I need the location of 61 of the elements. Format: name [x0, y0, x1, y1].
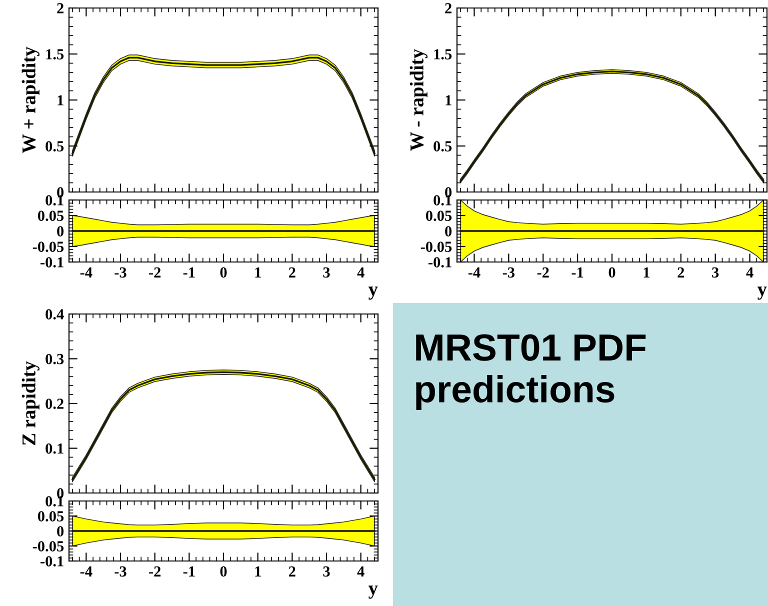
- x-tick-label: 1: [644, 267, 650, 278]
- y-tick-label: 0: [57, 226, 64, 236]
- x-tick-label: -4: [468, 267, 480, 278]
- x-tick-label: -4: [80, 267, 92, 278]
- y-tick-label: 1.5: [434, 49, 452, 60]
- x-tick-label: 2: [678, 267, 684, 278]
- y-tick-label: -0.1: [40, 556, 64, 567]
- x-tick-label: -4: [80, 566, 92, 576]
- x-tick-label: -1: [572, 267, 584, 278]
- y-tick-label: 0.05: [38, 210, 64, 222]
- y-tick-label: -0.05: [32, 242, 64, 252]
- x-tick-label: -2: [149, 267, 161, 278]
- x-tick-label: 4: [357, 566, 364, 576]
- y-tick-label: -0.05: [32, 541, 64, 552]
- x-tick-label: 0: [220, 566, 227, 577]
- y-tick-label: 2: [445, 3, 452, 14]
- x-tick-label: 0: [608, 267, 616, 278]
- y-tick-label: -0.1: [428, 257, 452, 268]
- x-tick-label: -1: [183, 566, 195, 576]
- x-tick-label: -3: [114, 566, 126, 577]
- y-tick-label: 0: [445, 226, 452, 236]
- y-tick-label: 0.1: [46, 195, 64, 206]
- x-tick-label: -1: [183, 267, 195, 278]
- x-tick-label: 2: [288, 267, 296, 278]
- y-axis-title: Z rapidity: [22, 361, 40, 445]
- x-tick-label: 2: [288, 566, 296, 576]
- x-tick-label: 4: [746, 267, 754, 278]
- y-tick-label: 0.5: [46, 141, 64, 152]
- y-axis-title: W + rapidity: [22, 46, 40, 154]
- x-tick-label: 3: [712, 267, 719, 278]
- y-tick-label: 0.05: [38, 511, 64, 522]
- x-tick-label: -2: [149, 566, 161, 576]
- y-tick-label: 0.5: [434, 141, 452, 152]
- x-axis-title: y: [757, 286, 767, 300]
- y-tick-label: 0.4: [46, 309, 64, 320]
- y-tick-label: 0.3: [46, 354, 64, 364]
- y-tick-label: -0.05: [420, 242, 452, 252]
- y-tick-label: 2: [57, 3, 64, 14]
- x-axis-title: y: [368, 586, 378, 599]
- y-tick-label: 1: [446, 95, 452, 106]
- y-tick-label: 0.05: [426, 210, 452, 222]
- y-tick-label: 0.1: [434, 195, 452, 206]
- x-tick-label: 1: [255, 267, 261, 278]
- y-tick-label: 0.1: [46, 443, 64, 454]
- x-tick-label: -2: [537, 267, 549, 278]
- x-tick-label: -3: [502, 267, 515, 278]
- y-tick-label: 1.5: [46, 49, 64, 60]
- x-axis-title: y: [368, 286, 378, 300]
- y-tick-label: 0.2: [46, 398, 64, 410]
- y-axis-title: W - rapidity: [410, 49, 428, 151]
- y-tick-label: -0.1: [40, 257, 64, 268]
- x-tick-label: 0: [220, 267, 227, 278]
- y-tick-label: 1: [58, 95, 64, 106]
- y-tick-label: 0: [57, 526, 64, 536]
- x-tick-label: 3: [323, 566, 330, 577]
- y-tick-label: 0.1: [46, 496, 64, 507]
- text: MRST01 PDF predictions: [416, 334, 646, 410]
- x-tick-label: 3: [323, 267, 330, 278]
- x-tick-label: -3: [114, 267, 126, 278]
- x-tick-label: 1: [255, 566, 261, 576]
- x-tick-label: 4: [357, 267, 364, 278]
